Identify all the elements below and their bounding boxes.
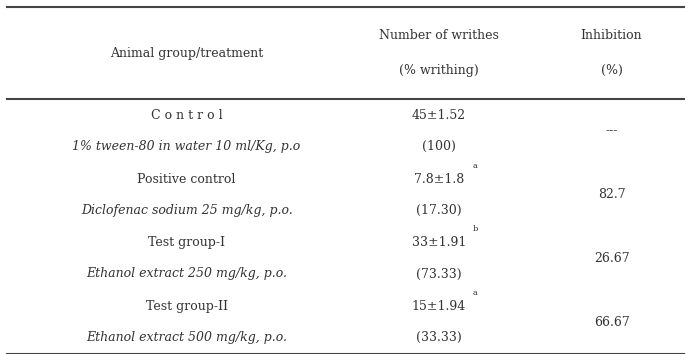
Text: (73.33): (73.33)	[416, 268, 462, 280]
Text: a: a	[472, 289, 477, 297]
Text: Animal group/treatment: Animal group/treatment	[110, 47, 263, 59]
Text: Test group-II: Test group-II	[146, 300, 227, 313]
Text: Test group-I: Test group-I	[148, 236, 225, 249]
Text: 82.7: 82.7	[598, 188, 625, 201]
Text: Inhibition: Inhibition	[580, 29, 643, 42]
Text: a: a	[472, 162, 477, 170]
Text: 66.67: 66.67	[594, 316, 630, 329]
Text: 33±1.91: 33±1.91	[412, 236, 466, 249]
Text: (% writhing): (% writhing)	[399, 64, 479, 77]
Text: 1% tween-80 in water 10 ml/Kg, p.o: 1% tween-80 in water 10 ml/Kg, p.o	[73, 140, 301, 153]
Text: Number of writhes: Number of writhes	[379, 29, 499, 42]
Text: b: b	[472, 225, 477, 233]
Text: 15±1.94: 15±1.94	[412, 300, 466, 313]
Text: C o n t r o l: C o n t r o l	[151, 109, 223, 122]
Text: Diclofenac sodium 25 mg/kg, p.o.: Diclofenac sodium 25 mg/kg, p.o.	[81, 204, 292, 217]
Text: (33.33): (33.33)	[416, 331, 462, 344]
Text: 26.67: 26.67	[594, 252, 630, 265]
Text: (17.30): (17.30)	[416, 204, 462, 217]
Text: 45±1.52: 45±1.52	[412, 109, 466, 122]
Text: Positive control: Positive control	[138, 173, 236, 185]
Text: Ethanol extract 500 mg/kg, p.o.: Ethanol extract 500 mg/kg, p.o.	[86, 331, 287, 344]
Text: (100): (100)	[422, 140, 456, 153]
Text: Ethanol extract 250 mg/kg, p.o.: Ethanol extract 250 mg/kg, p.o.	[86, 268, 287, 280]
Text: (%): (%)	[600, 64, 623, 77]
Text: 7.8±1.8: 7.8±1.8	[414, 173, 464, 185]
Text: ---: ---	[605, 125, 618, 137]
